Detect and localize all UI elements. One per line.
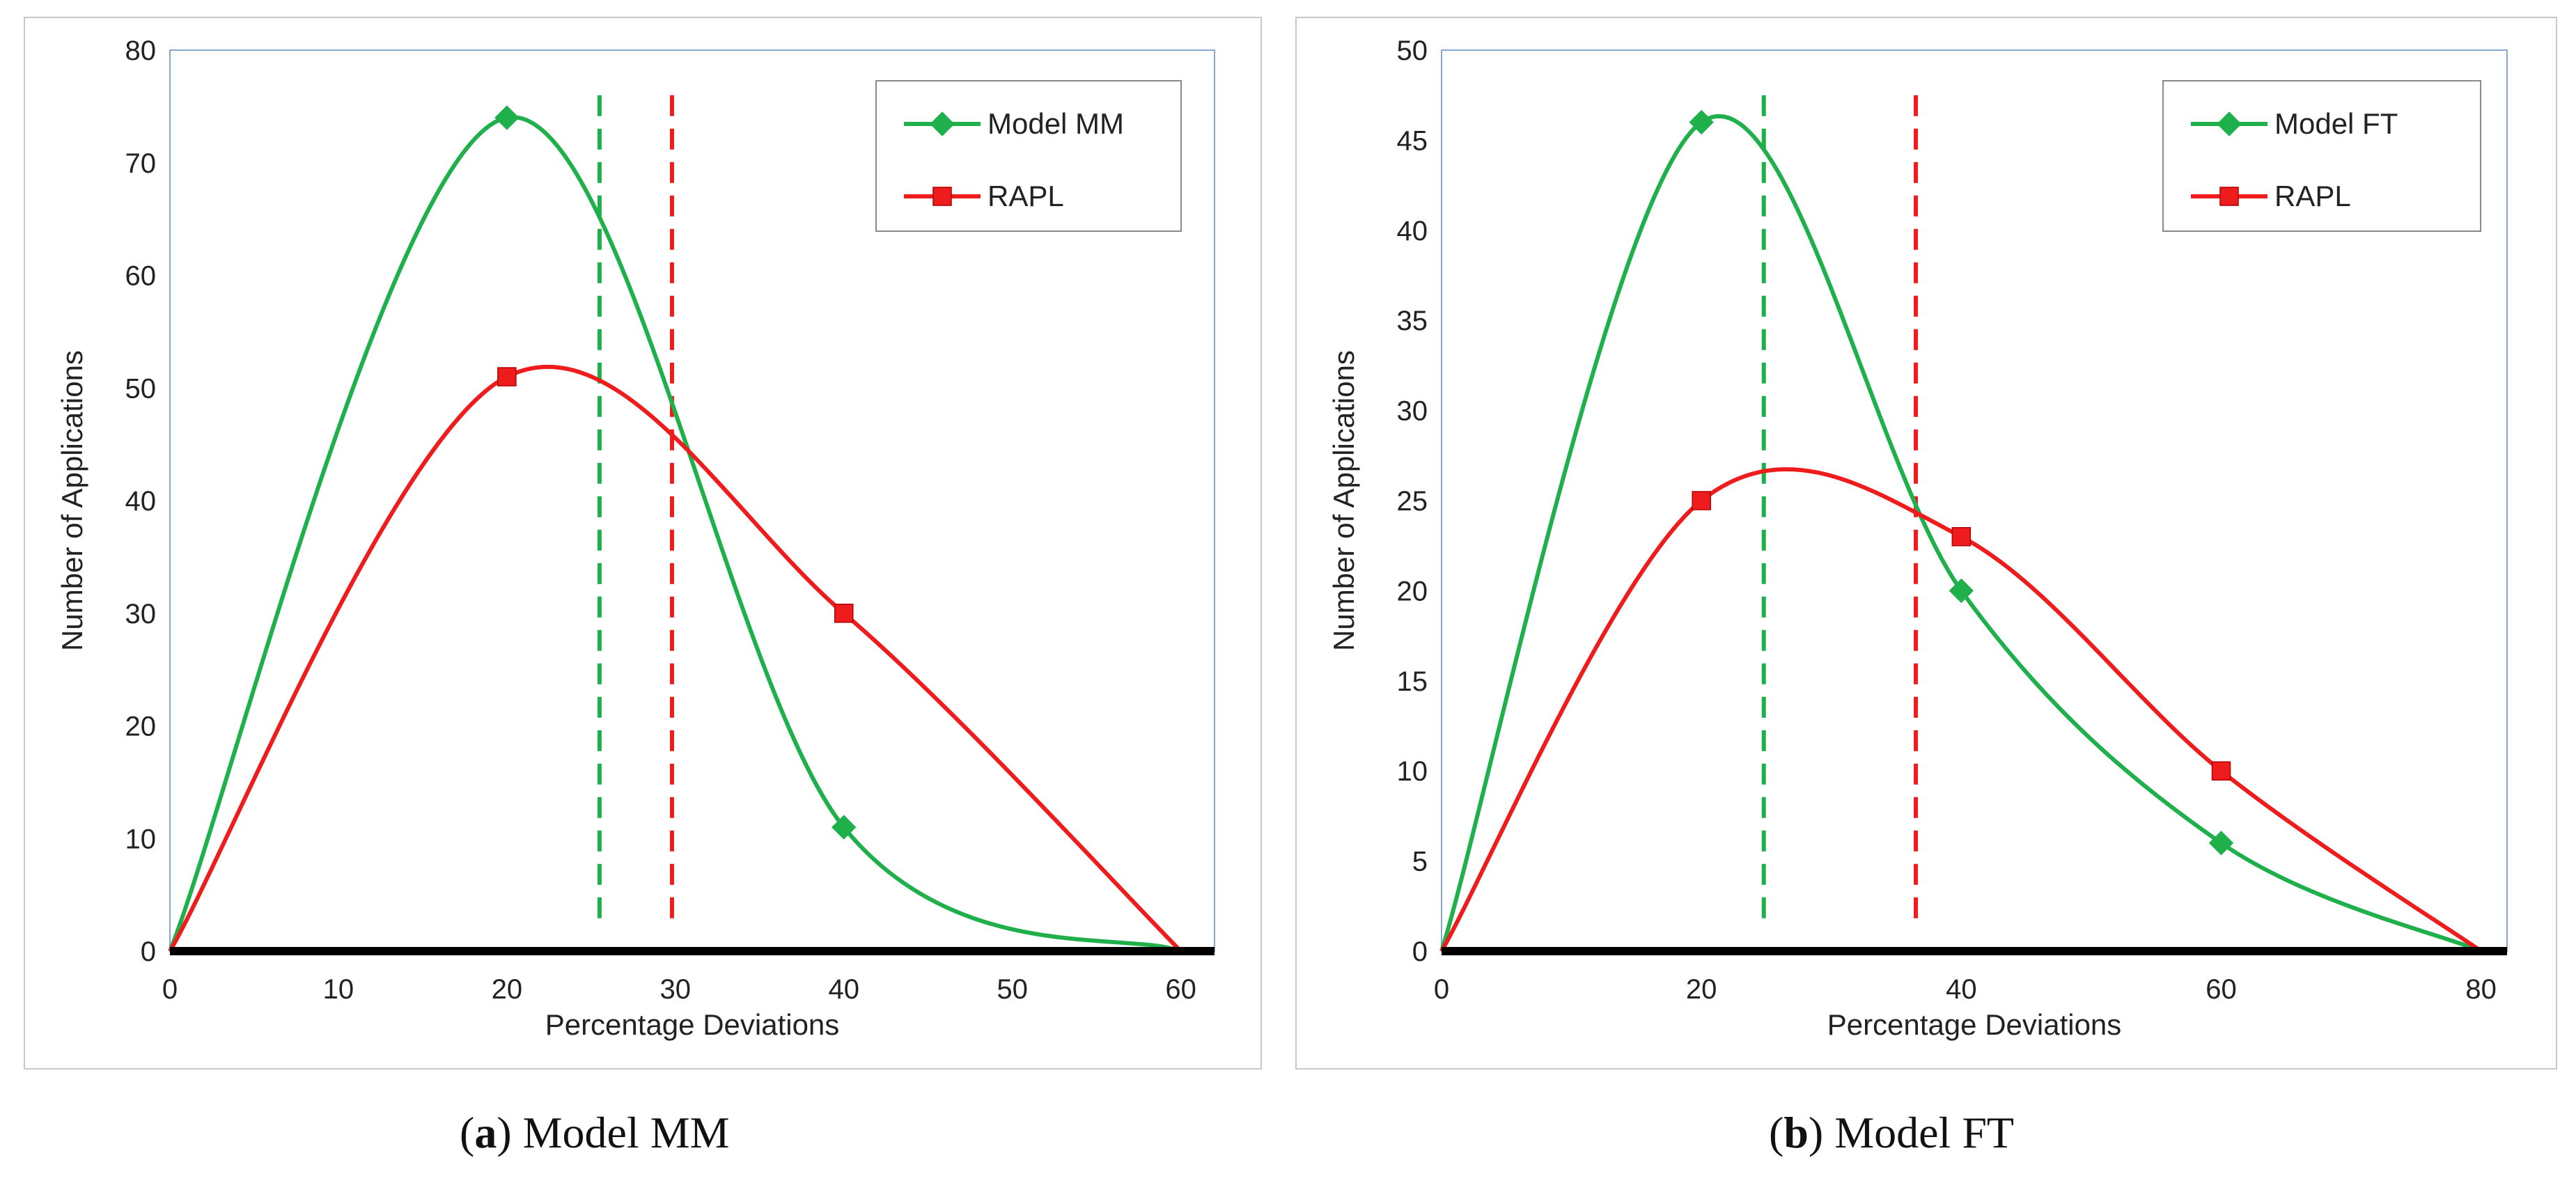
legend-marker-b-1	[2219, 187, 2239, 206]
marker-b-1-2	[1951, 527, 1972, 547]
y-tick-label-b-6: 30	[1397, 396, 1428, 427]
marker-a-1-1	[497, 367, 517, 386]
legend-box-b	[2162, 80, 2481, 232]
marker-b-0-3	[2208, 831, 2234, 856]
legend-marker-a-1	[932, 187, 952, 206]
y-tick-label-a-0: 0	[141, 937, 156, 967]
series-line-a-1	[168, 364, 1182, 953]
marker-a-1-2	[834, 604, 854, 623]
y-tick-label-a-5: 50	[125, 373, 157, 404]
x-axis-title-b: Percentage Deviations	[1827, 1008, 2122, 1041]
y-tick-label-a-6: 60	[125, 261, 157, 292]
marker-b-0-1	[1689, 109, 1714, 135]
x-tick-label-b-0: 0	[1434, 974, 1449, 1005]
legend-label-a-1: RAPL	[988, 180, 1064, 212]
x-tick-label-b-4: 80	[2465, 974, 2497, 1005]
series-line-b-1	[1439, 467, 2483, 953]
legend-marker-b-0	[2217, 111, 2242, 136]
y-tick-label-b-4: 20	[1397, 576, 1428, 606]
chart-a-svg: 0 10 20 30 40 50 60 70 80 0 10 20 30 40 50 60 Percentage…	[56, 36, 1215, 1041]
y-tick-label-b-0: 0	[1412, 937, 1428, 967]
caption-a-text: Model MM	[522, 1108, 730, 1157]
caption-a-letter: a	[474, 1108, 497, 1157]
y-tick-label-a-4: 40	[125, 486, 157, 517]
legend-box-a	[875, 80, 1182, 232]
y-tick-label-b-9: 45	[1397, 125, 1428, 156]
y-tick-label-a-2: 20	[125, 712, 157, 742]
y-tick-label-b-5: 25	[1397, 486, 1428, 517]
caption-a: (a) Model MM	[460, 1108, 730, 1157]
x-tick-label-b-2: 40	[1946, 974, 1977, 1005]
y-axis-title-b: Number of Applications	[1327, 350, 1360, 651]
x-tick-label-a-0: 0	[162, 974, 178, 1005]
chart-panel-a: 0 10 20 30 40 50 60 70 80 0 10 20 30 40 50 60 Percentage…	[24, 17, 1262, 1070]
caption-b: (b) Model FT	[1769, 1108, 2014, 1157]
series-line-b-0	[1439, 113, 2482, 953]
legend-label-a-0: Model MM	[988, 107, 1124, 140]
y-tick-label-b-10: 50	[1397, 36, 1428, 66]
marker-a-0-2	[832, 815, 857, 840]
chart-panel-b: 0 5 10 15 20 25 30 35 40 45 50 0 20 40 60 80 Percentage …	[1295, 17, 2557, 1070]
x-tick-label-a-6: 60	[1165, 974, 1196, 1005]
y-tick-label-b-3: 15	[1397, 666, 1428, 697]
x-tick-label-a-5: 50	[997, 974, 1028, 1005]
y-tick-label-a-3: 30	[125, 599, 157, 629]
marker-a-0-1	[494, 105, 520, 130]
x-tick-label-a-2: 20	[492, 974, 523, 1005]
legend-label-b-1: RAPL	[2274, 180, 2351, 212]
legend-label-b-0: Model FT	[2274, 107, 2398, 140]
y-tick-label-b-8: 40	[1397, 216, 1428, 246]
y-tick-label-a-1: 10	[125, 824, 157, 854]
x-tick-label-a-4: 40	[828, 974, 859, 1005]
x-tick-label-a-3: 30	[660, 974, 692, 1005]
y-tick-label-b-7: 35	[1397, 306, 1428, 336]
chart-b-svg: 0 5 10 15 20 25 30 35 40 45 50 0 20 40 60 80 Percentage …	[1327, 36, 2508, 1041]
caption-b-text: Model FT	[1834, 1108, 2014, 1157]
x-axis-title-a: Percentage Deviations	[545, 1008, 840, 1041]
x-tick-label-b-1: 20	[1686, 974, 1717, 1005]
y-axis-title-a: Number of Applications	[56, 350, 88, 651]
caption-b-letter: b	[1783, 1108, 1809, 1157]
y-tick-label-b-2: 10	[1397, 756, 1428, 787]
y-tick-label-a-7: 70	[125, 148, 157, 179]
y-tick-label-b-1: 5	[1412, 847, 1428, 877]
y-tick-label-a-8: 80	[125, 36, 157, 66]
marker-b-1-1	[1692, 491, 1711, 510]
series-line-a-0	[168, 115, 1182, 953]
x-tick-label-a-1: 10	[323, 974, 354, 1005]
marker-b-1-3	[2211, 761, 2231, 781]
x-tick-label-b-3: 60	[2206, 974, 2237, 1005]
marker-b-0-2	[1949, 578, 1974, 604]
legend-marker-a-0	[930, 111, 955, 136]
